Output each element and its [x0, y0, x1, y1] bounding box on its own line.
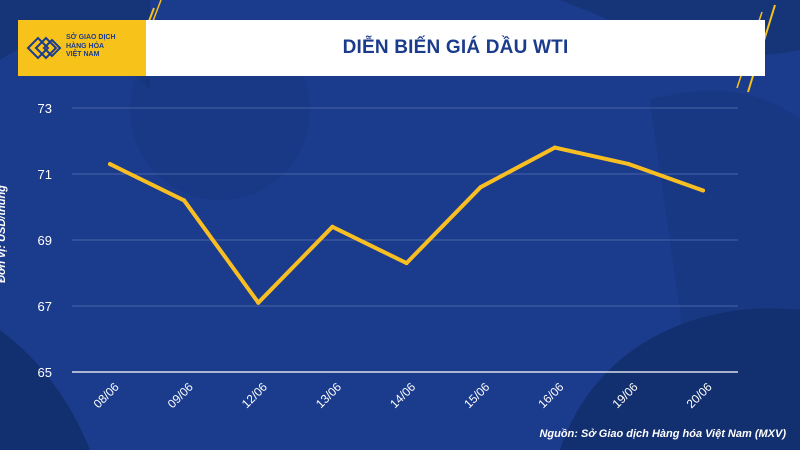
y-tick-label: 69 [38, 233, 52, 248]
y-tick-label: 71 [38, 167, 52, 182]
data-point [478, 185, 483, 190]
logo-text: SỞ GIAO DỊCH HÀNG HÓA VIỆT NAM [66, 34, 144, 60]
logo-line: HÀNG HÓA [66, 42, 105, 50]
data-point [182, 198, 187, 203]
data-point [552, 145, 557, 150]
header-bar: SỞ GIAO DỊCH HÀNG HÓA VIỆT NAM DIỄN BIẾN… [18, 20, 765, 76]
y-tick-label: 73 [38, 101, 52, 116]
series-line [108, 145, 705, 305]
x-tick-label: 08/06 [91, 380, 122, 411]
x-tick-label: 13/06 [313, 380, 344, 411]
x-tick-label: 19/06 [609, 380, 640, 411]
x-tick-label: 16/06 [535, 380, 566, 411]
x-tick-label: 09/06 [165, 380, 196, 411]
chart-title: DIỄN BIẾN GIÁ DẦU WTI [342, 37, 569, 58]
data-point [404, 261, 409, 266]
logo-line: SỞ GIAO DỊCH [66, 34, 116, 41]
source-note: Nguồn: Sở Giao dịch Hàng hóa Việt Nam (M… [539, 428, 786, 440]
x-tick-label: 15/06 [461, 380, 492, 411]
x-tick-label: 12/06 [239, 380, 270, 411]
data-point [701, 188, 705, 193]
y-axis-label: Đơn vị: USD/thùng [0, 185, 8, 283]
data-point [256, 300, 261, 305]
mxv-logo-icon [26, 36, 62, 60]
data-point [108, 162, 112, 167]
logo-box: SỞ GIAO DỊCH HÀNG HÓA VIỆT NAM [18, 20, 146, 76]
x-tick-label: 20/06 [684, 380, 715, 411]
y-tick-label: 67 [38, 299, 52, 314]
y-tick-label: 65 [38, 365, 52, 380]
logo-line: VIỆT NAM [66, 51, 100, 58]
data-point [626, 162, 631, 167]
x-tick-label: 14/06 [387, 380, 418, 411]
data-point [330, 224, 335, 229]
